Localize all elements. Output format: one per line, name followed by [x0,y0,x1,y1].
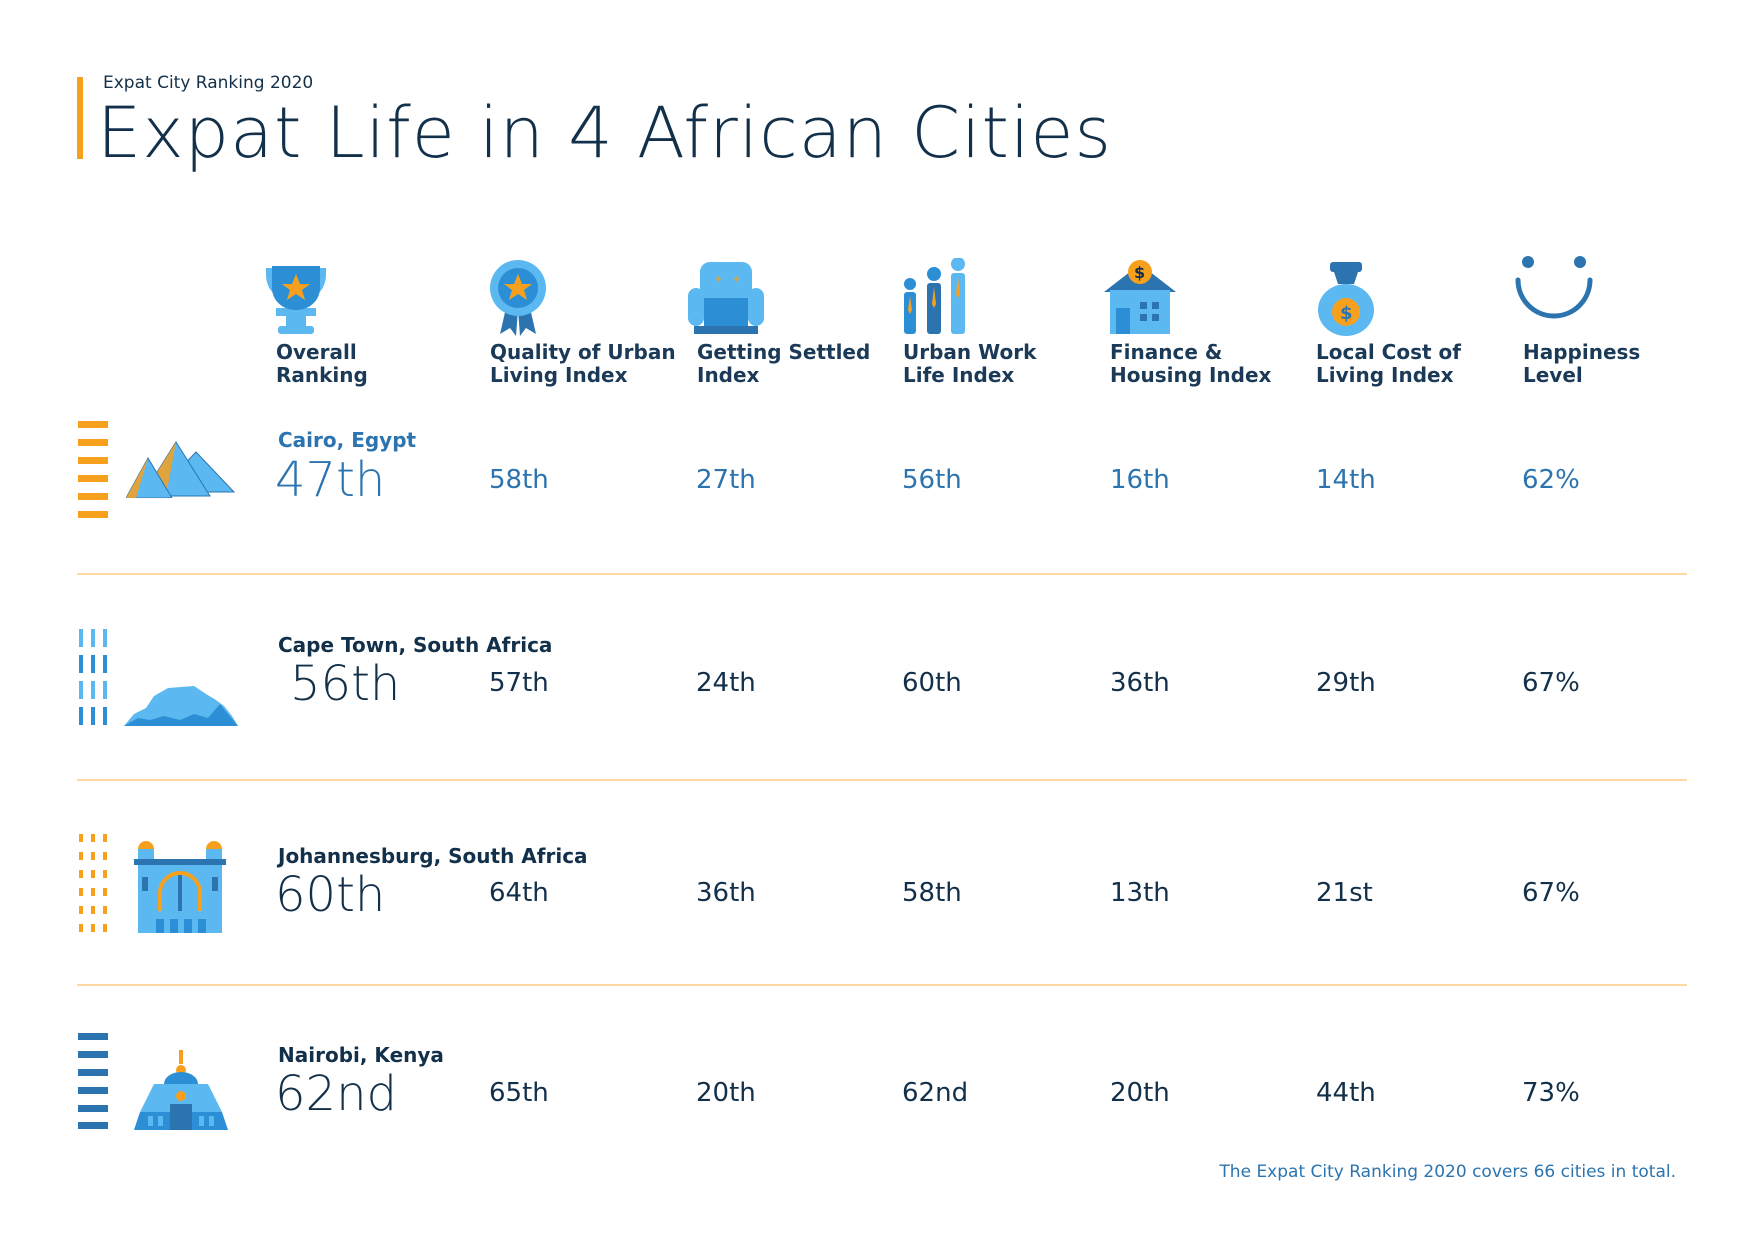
row-divider [77,984,1687,986]
quality-urban-living-value: 65th [489,1078,549,1108]
title-accent-bar [77,77,83,159]
happiness-level-value: 67% [1522,668,1580,698]
urban-work-life-value: 58th [902,878,962,908]
getting-settled-value: 36th [696,878,756,908]
house-money-icon: $ [1104,260,1176,334]
finance-housing-value: 20th [1110,1078,1170,1108]
page-title: Expat Life in 4 African Cities [97,92,1112,174]
happiness-level-value: 73% [1522,1078,1580,1108]
local-cost-living-value: 14th [1316,465,1376,495]
finance-housing-value: 36th [1110,668,1170,698]
row-divider [77,573,1687,575]
money-bag-icon: $ [1318,262,1374,336]
column-header-quality-urban-living: Quality of Urban Living Index [490,340,676,387]
trophy-icon [266,266,326,334]
stripes-decoration-icon [79,834,107,932]
pyramids-icon [126,441,236,498]
armchair-icon: + + [688,262,764,334]
column-header-urban-work-life: Urban Work Life Index [903,340,1037,387]
quality-urban-living-value: 64th [489,878,549,908]
svg-text:$: $ [1134,263,1145,282]
workers-icon [904,258,965,334]
urban-work-life-value: 60th [902,668,962,698]
overall-rank: 62nd [275,1066,397,1122]
stripes-decoration-icon [79,629,107,725]
row-divider [77,779,1687,781]
stripes-decoration-icon [78,421,108,518]
city-name: Cape Town, South Africa [278,633,553,657]
overall-rank: 47th [275,452,386,508]
local-cost-living-value: 21st [1316,878,1373,908]
getting-settled-value: 20th [696,1078,756,1108]
footnote: The Expat City Ranking 2020 covers 66 ci… [1219,1162,1676,1182]
happiness-level-value: 67% [1522,878,1580,908]
local-cost-living-value: 44th [1316,1078,1376,1108]
building-arch-icon [134,841,226,933]
svg-text:+: + [732,274,740,285]
column-header-happiness-level: Happiness Level [1523,340,1641,387]
city-name: Johannesburg, South Africa [278,844,588,868]
quality-urban-living-value: 58th [489,465,549,495]
page-subtitle: Expat City Ranking 2020 [103,73,314,93]
column-header-finance-housing: Finance & Housing Index [1110,340,1272,387]
svg-text:+: + [714,274,722,285]
urban-work-life-value: 62nd [902,1078,969,1108]
award-badge-icon [490,260,546,336]
column-header-local-cost-living: Local Cost of Living Index [1316,340,1461,387]
happiness-level-value: 62% [1522,465,1580,495]
finance-housing-value: 13th [1110,878,1170,908]
getting-settled-value: 24th [696,668,756,698]
city-name: Cairo, Egypt [278,428,417,452]
overall-rank: 60th [275,867,386,923]
table-mountain-icon [124,686,238,726]
local-cost-living-value: 29th [1316,668,1376,698]
smiley-icon [1515,256,1593,319]
kicc-building-icon [134,1050,228,1130]
quality-urban-living-value: 57th [489,668,549,698]
column-header-overall-ranking: Overall Ranking [276,340,368,387]
svg-text:$: $ [1340,303,1353,324]
city-name: Nairobi, Kenya [278,1043,444,1067]
urban-work-life-value: 56th [902,465,962,495]
column-header-getting-settled: Getting Settled Index [697,340,871,387]
getting-settled-value: 27th [696,465,756,495]
overall-rank: 56th [290,656,401,712]
stripes-decoration-icon [78,1033,108,1129]
finance-housing-value: 16th [1110,465,1170,495]
